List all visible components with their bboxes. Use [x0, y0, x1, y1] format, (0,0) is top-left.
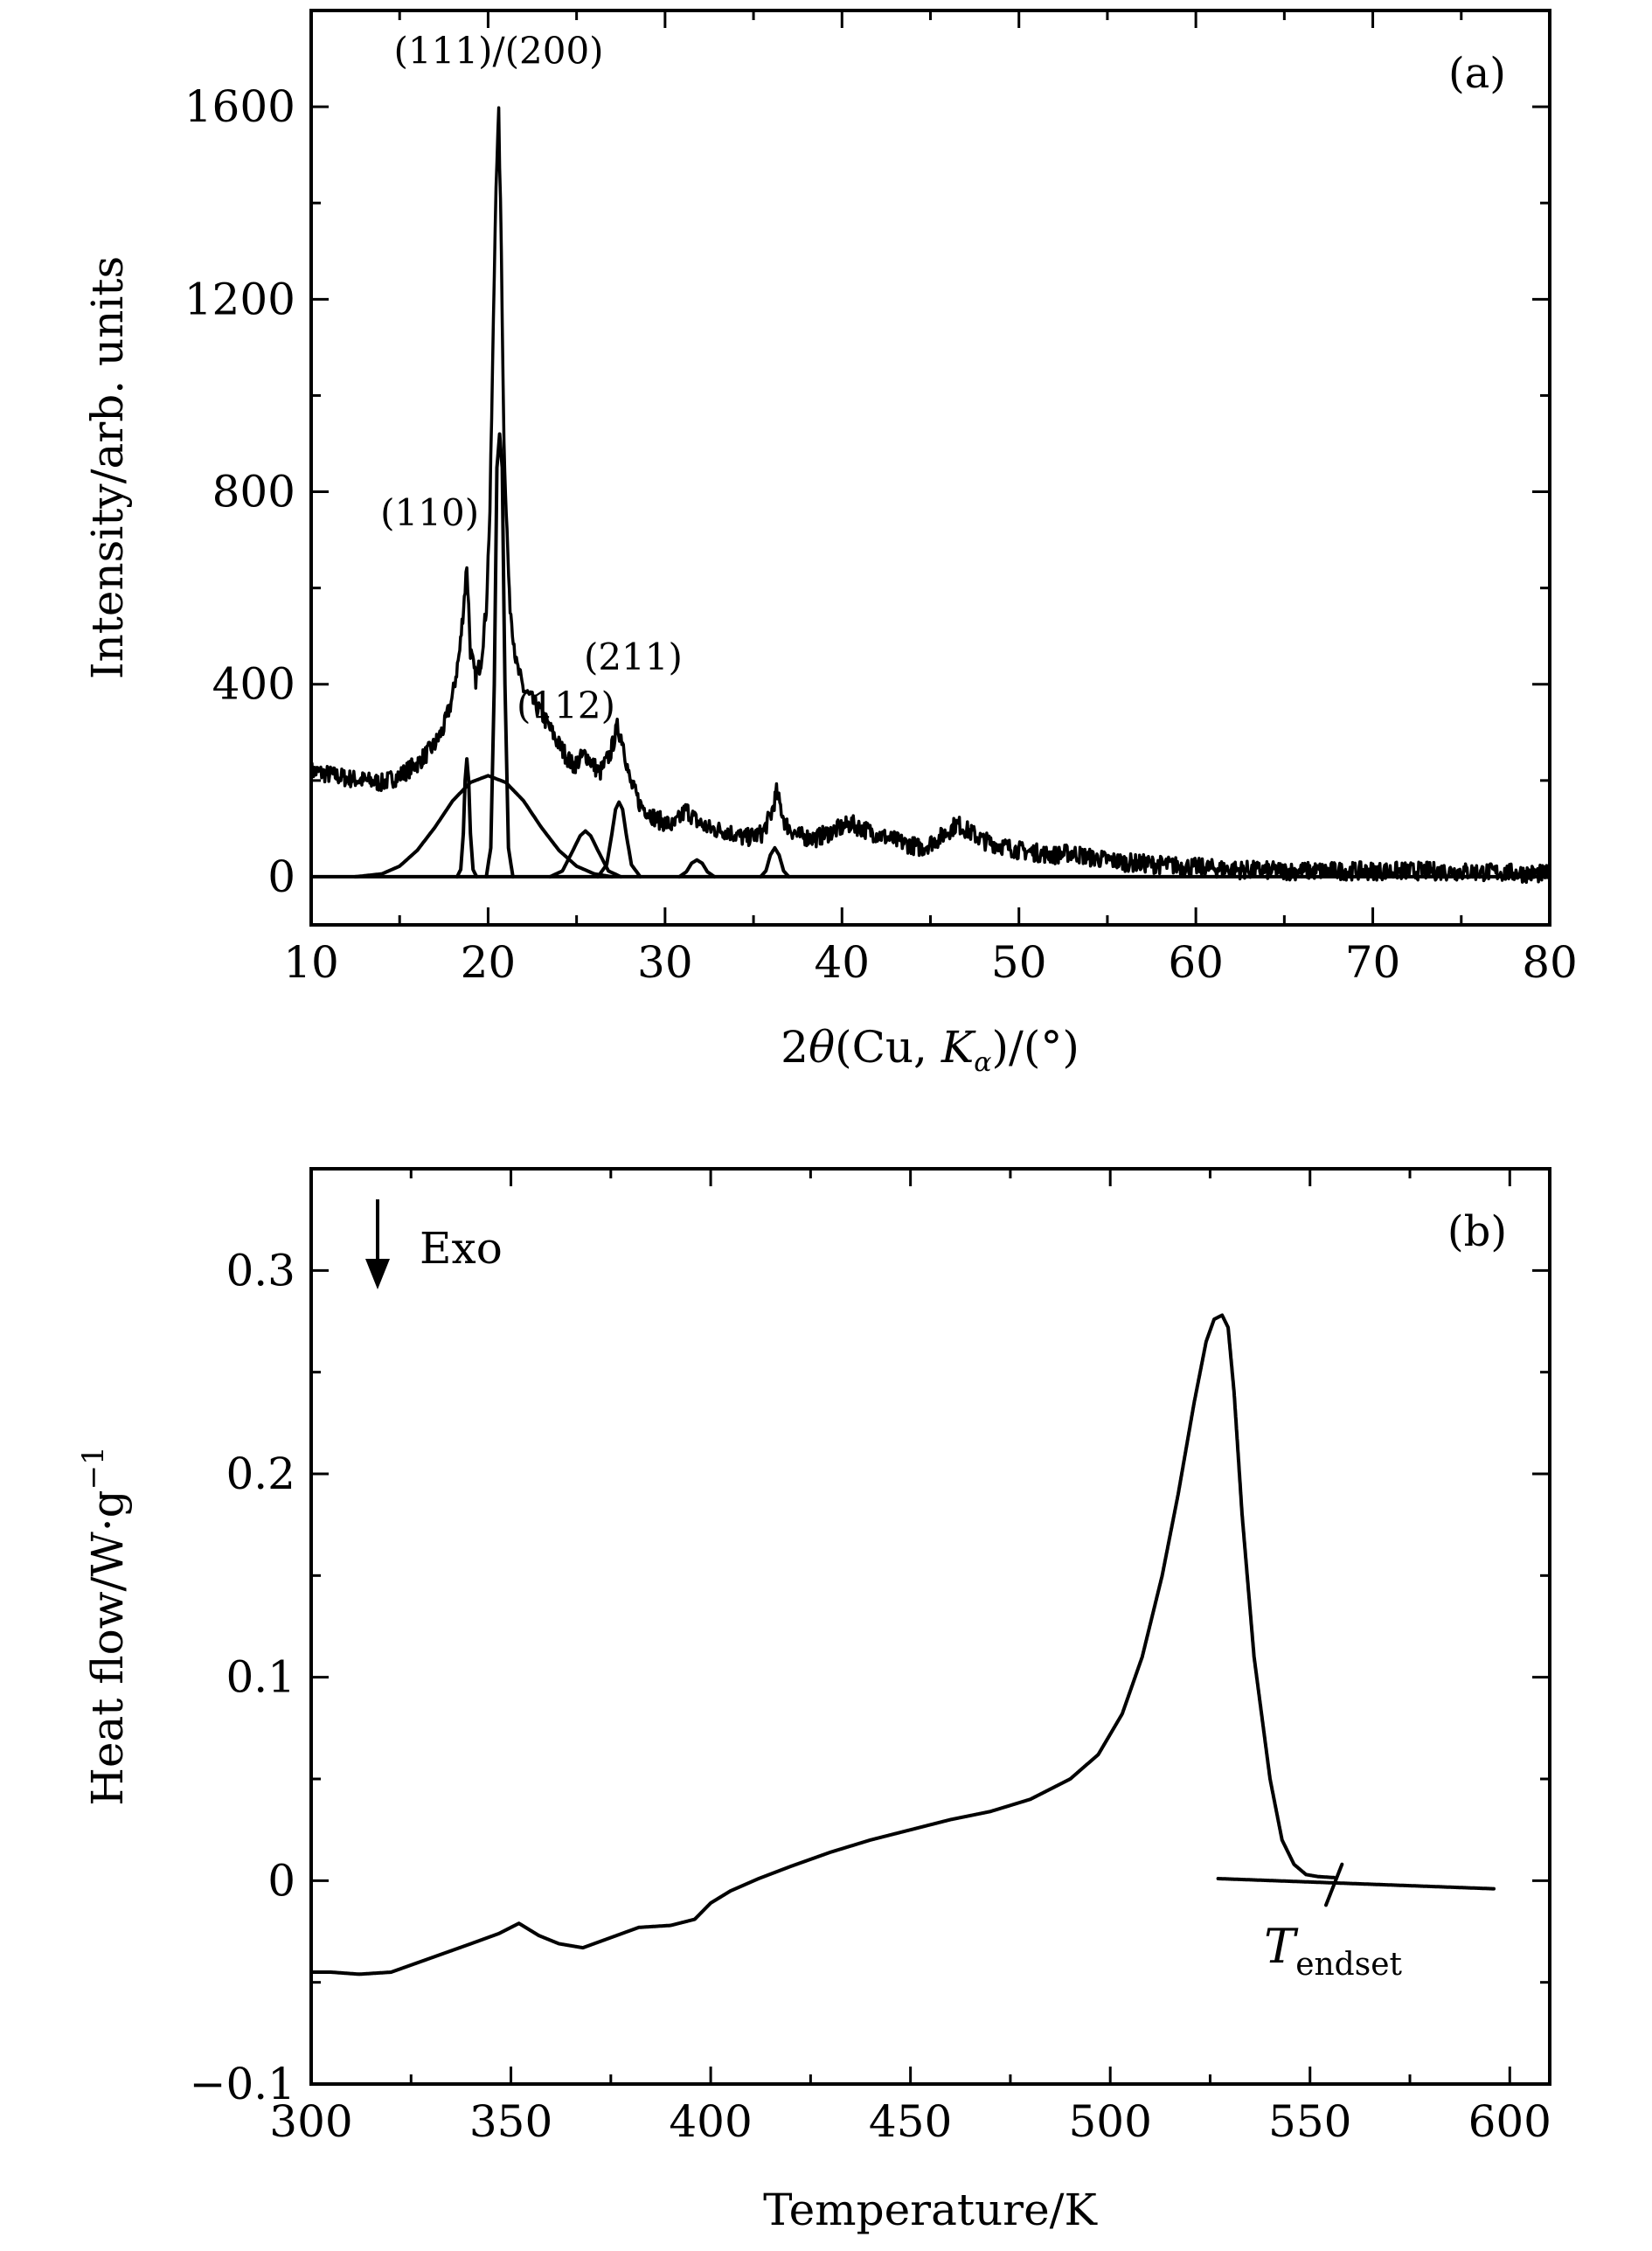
y-tick-label: 0	[267, 851, 295, 902]
series-endset-marker	[1324, 1862, 1344, 1907]
series-dsc	[309, 1313, 1336, 1977]
peak-annotation: (211)	[584, 636, 683, 678]
series-measured	[309, 106, 1551, 885]
tendset-label: Tendset	[1264, 1919, 1402, 1983]
panel-a-xlabel: 2θ(Cu, Kα)/(°)	[781, 1022, 1079, 1078]
series-110-peak	[455, 757, 479, 879]
series-baseline	[1216, 1877, 1496, 1891]
x-tick-label: 70	[1345, 937, 1401, 988]
series-peak-31-8	[677, 858, 717, 879]
y-tick-label: 0.3	[226, 1245, 295, 1296]
x-tick-label: 80	[1522, 937, 1578, 988]
series-211-peak	[595, 800, 642, 879]
series-peak-36-2	[759, 845, 791, 879]
panel-a-series	[309, 106, 1551, 885]
x-tick-label: 60	[1168, 937, 1224, 988]
peak-annotation: (112)	[517, 684, 615, 726]
series-111-200-peak	[484, 432, 515, 879]
x-tick-label: 350	[469, 2096, 552, 2147]
x-tick-label: 400	[669, 2096, 752, 2147]
x-tick-label: 450	[869, 2096, 952, 2147]
series-112-peak	[548, 829, 623, 879]
x-tick-label: 20	[461, 937, 517, 988]
panel-b-ticks: 300 350 400 450 500 550 600 −0.1 0 0.1 0.2 0.3	[190, 1169, 1551, 2147]
panel-b-dsc: 300 350 400 450 500 550 600−0.100.10.20.3 (b) …	[76, 1167, 1551, 2235]
y-tick-label: 1200	[184, 274, 295, 324]
peak-annotation: (110)	[380, 491, 479, 534]
x-tick-label: 600	[1468, 2096, 1551, 2147]
down-arrow-icon	[365, 1259, 390, 1289]
panel-b-xlabel: Temperature/K	[763, 2185, 1098, 2235]
x-tick-label: 500	[1068, 2096, 1151, 2147]
y-tick-label: 400	[212, 659, 295, 710]
panel-b-series	[309, 1313, 1496, 1977]
x-tick-label: 30	[637, 937, 693, 988]
y-tick-label: −0.1	[190, 2059, 295, 2109]
y-tick-label: 0.1	[226, 1652, 295, 1703]
x-tick-label: 550	[1268, 2096, 1351, 2147]
x-tick-label: 50	[991, 937, 1047, 988]
panel-a-annotations: (111)/(200) (110) (211) (112)	[380, 30, 683, 727]
y-tick-label: 1600	[184, 81, 295, 132]
x-tick-label: 10	[283, 937, 339, 988]
y-tick-label: 800	[212, 467, 295, 518]
exo-indicator: Exo	[365, 1199, 503, 1289]
x-tick-label: 40	[814, 937, 870, 988]
panel-b-ylabel: Heat flow/W·g−1	[76, 1446, 133, 1806]
y-tick-label: 0.2	[226, 1449, 295, 1499]
panel-a-ylabel: Intensity/arb. units	[82, 256, 133, 679]
panel-b-frame	[309, 1167, 1551, 2086]
exo-label: Exo	[420, 1223, 503, 1274]
panel-a-label: (a)	[1448, 49, 1506, 98]
peak-annotation: (111)/(200)	[394, 30, 604, 73]
x-tick-label: 300	[269, 2096, 352, 2147]
y-tick-label: 0	[267, 1855, 295, 1906]
panel-b-label: (b)	[1447, 1207, 1507, 1256]
series-broad-amorphous	[353, 774, 614, 879]
